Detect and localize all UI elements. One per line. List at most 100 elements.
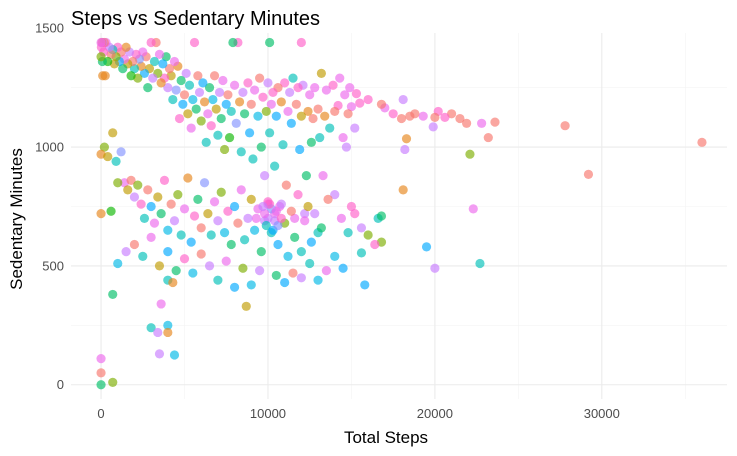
y-tick-label: 500 bbox=[42, 258, 64, 273]
data-point bbox=[322, 266, 331, 275]
data-point bbox=[108, 128, 117, 137]
data-point bbox=[260, 171, 269, 180]
data-point bbox=[405, 112, 414, 121]
data-point bbox=[310, 209, 319, 218]
data-point bbox=[163, 328, 172, 337]
data-point bbox=[190, 211, 199, 220]
data-point bbox=[168, 95, 177, 104]
data-point bbox=[187, 238, 196, 247]
data-point bbox=[188, 95, 197, 104]
x-tick-label: 10000 bbox=[250, 406, 286, 421]
data-point bbox=[343, 228, 352, 237]
data-point bbox=[370, 240, 379, 249]
data-point bbox=[96, 209, 105, 218]
data-point bbox=[210, 71, 219, 80]
data-point bbox=[297, 247, 306, 256]
data-point bbox=[243, 214, 252, 223]
data-point bbox=[143, 83, 152, 92]
data-point bbox=[230, 81, 239, 90]
data-point bbox=[111, 157, 120, 166]
y-tick-label: 0 bbox=[57, 377, 64, 392]
data-point bbox=[172, 266, 181, 275]
data-point bbox=[96, 354, 105, 363]
data-point bbox=[297, 273, 306, 282]
data-point bbox=[96, 368, 105, 377]
data-point bbox=[222, 100, 231, 109]
data-point bbox=[140, 214, 149, 223]
data-point bbox=[263, 78, 272, 87]
data-point bbox=[232, 119, 241, 128]
data-point bbox=[313, 276, 322, 285]
data-point bbox=[193, 71, 202, 80]
data-point bbox=[170, 216, 179, 225]
data-point bbox=[325, 123, 334, 132]
data-point bbox=[697, 138, 706, 147]
data-point bbox=[268, 88, 277, 97]
data-point bbox=[270, 161, 279, 170]
data-point bbox=[282, 181, 291, 190]
data-point bbox=[153, 328, 162, 337]
data-point bbox=[242, 302, 251, 311]
data-point bbox=[213, 131, 222, 140]
x-tick-label: 0 bbox=[97, 406, 104, 421]
data-point bbox=[265, 128, 274, 137]
data-point bbox=[245, 128, 254, 137]
data-point bbox=[285, 88, 294, 97]
data-point bbox=[202, 138, 211, 147]
data-point bbox=[400, 145, 409, 154]
data-point bbox=[217, 114, 226, 123]
data-point bbox=[283, 252, 292, 261]
data-point bbox=[173, 190, 182, 199]
data-point bbox=[322, 85, 331, 94]
data-point bbox=[227, 240, 236, 249]
data-point bbox=[123, 185, 132, 194]
data-point bbox=[147, 38, 156, 47]
data-point bbox=[340, 90, 349, 99]
data-point bbox=[257, 142, 266, 151]
data-point bbox=[98, 71, 107, 80]
data-point bbox=[288, 74, 297, 83]
data-point bbox=[293, 190, 302, 199]
data-point bbox=[210, 197, 219, 206]
data-point bbox=[220, 145, 229, 154]
data-point bbox=[357, 223, 366, 232]
data-point bbox=[235, 97, 244, 106]
data-point bbox=[147, 233, 156, 242]
data-point bbox=[360, 280, 369, 289]
data-point bbox=[262, 107, 271, 116]
data-point bbox=[240, 235, 249, 244]
data-point bbox=[153, 192, 162, 201]
data-point bbox=[402, 134, 411, 143]
data-point bbox=[103, 152, 112, 161]
data-point bbox=[364, 230, 373, 239]
data-point bbox=[228, 38, 237, 47]
data-point bbox=[167, 200, 176, 209]
data-point bbox=[273, 240, 282, 249]
data-point bbox=[108, 290, 117, 299]
data-point bbox=[225, 133, 234, 142]
data-point bbox=[158, 59, 167, 68]
data-point bbox=[584, 170, 593, 179]
data-point bbox=[265, 38, 274, 47]
data-point bbox=[307, 138, 316, 147]
data-point bbox=[323, 195, 332, 204]
data-point bbox=[172, 85, 181, 94]
data-point bbox=[195, 88, 204, 97]
data-point bbox=[287, 119, 296, 128]
data-point bbox=[295, 145, 304, 154]
data-point bbox=[250, 85, 259, 94]
data-point bbox=[108, 378, 117, 387]
data-point bbox=[212, 104, 221, 113]
x-axis-title: Total Steps bbox=[344, 428, 428, 447]
data-point bbox=[490, 118, 499, 127]
data-point bbox=[315, 133, 324, 142]
x-tick-label: 30000 bbox=[584, 406, 620, 421]
data-point bbox=[278, 140, 287, 149]
data-point bbox=[399, 95, 408, 104]
data-point bbox=[429, 122, 438, 131]
data-point bbox=[280, 278, 289, 287]
data-point bbox=[320, 112, 329, 121]
data-point bbox=[330, 107, 339, 116]
data-point bbox=[297, 38, 306, 47]
data-point bbox=[96, 380, 105, 389]
